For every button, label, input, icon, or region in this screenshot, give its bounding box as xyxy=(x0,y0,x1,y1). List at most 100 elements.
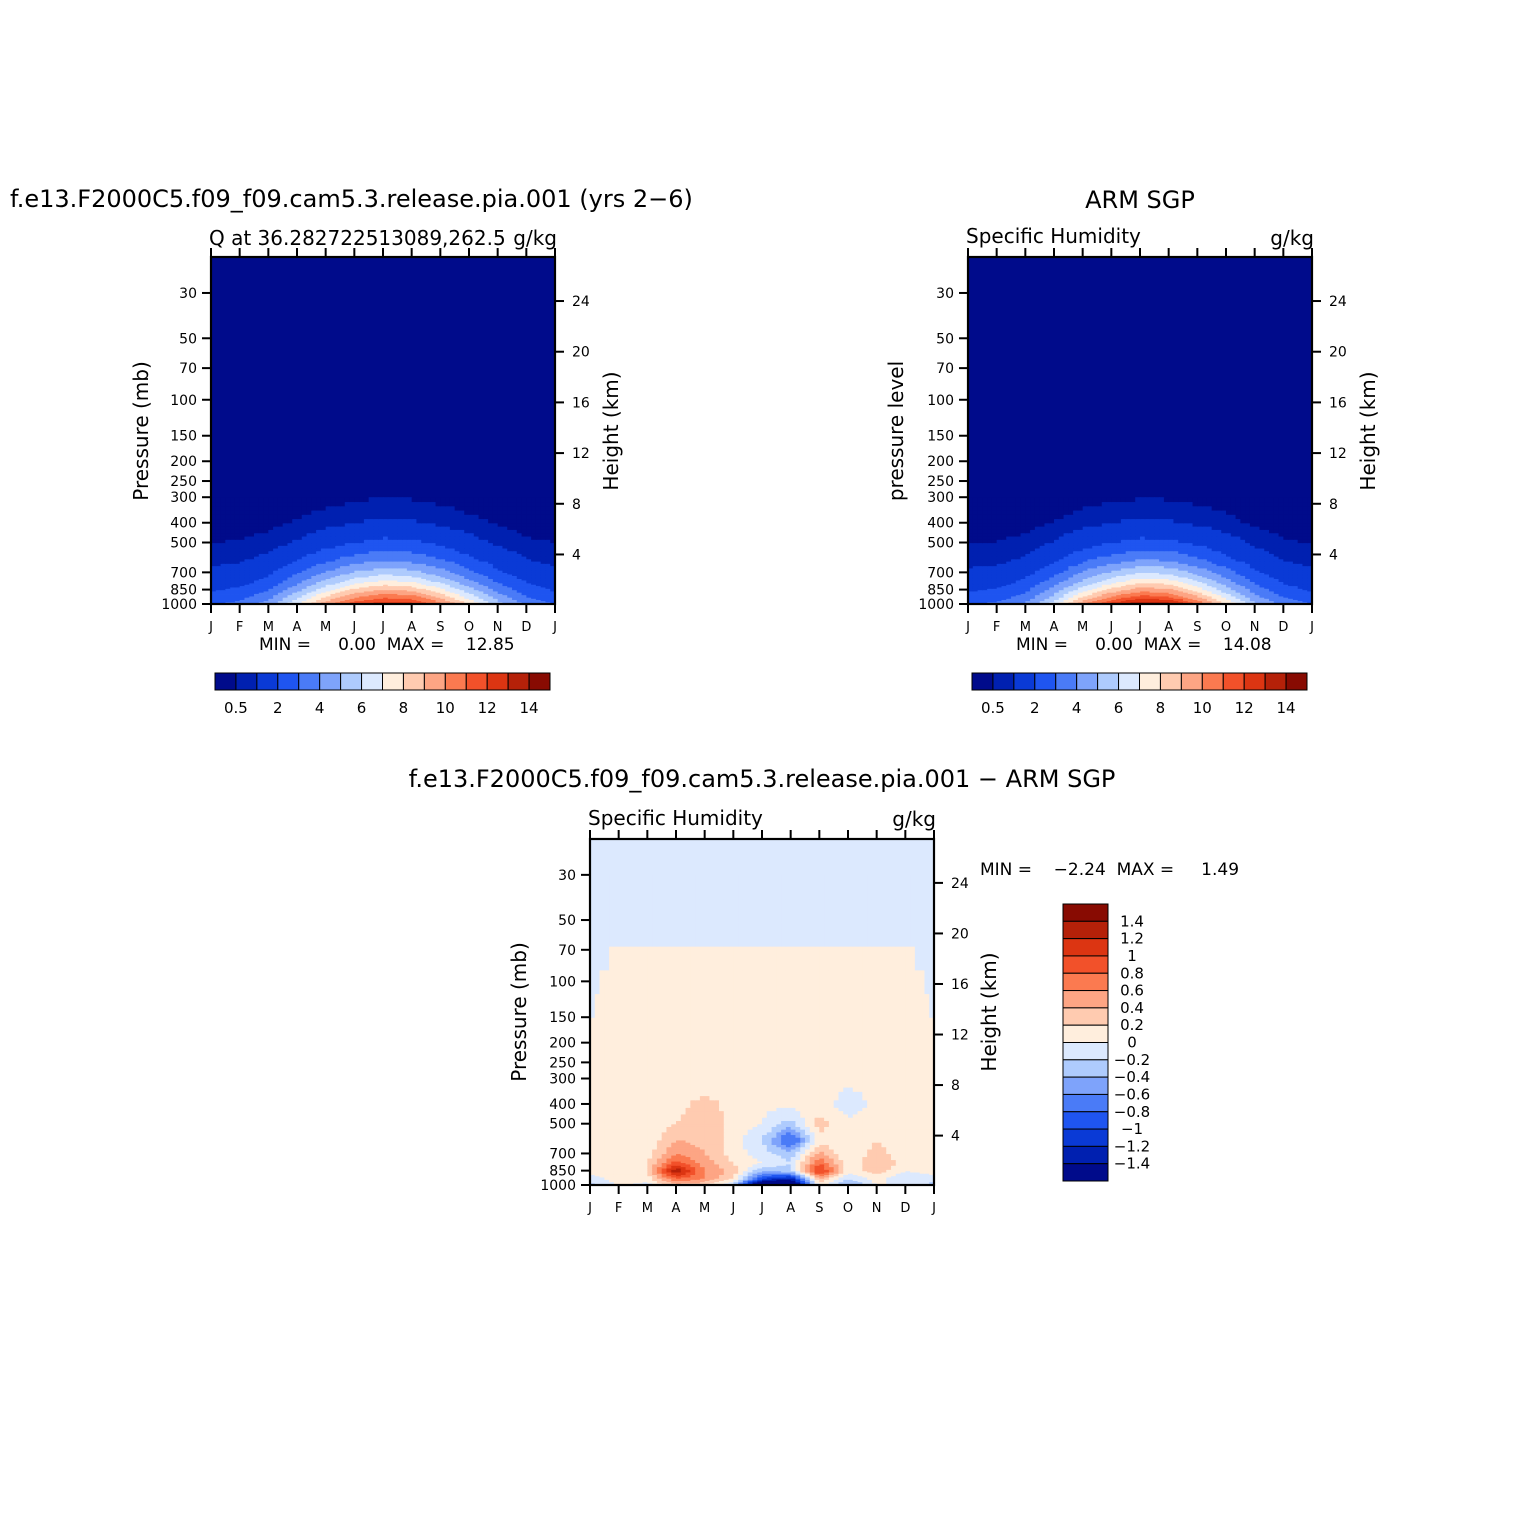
field-cell xyxy=(249,597,255,599)
field-cell xyxy=(430,594,437,597)
field-cell xyxy=(426,565,432,569)
field-cell xyxy=(1206,593,1213,596)
field-cell xyxy=(239,514,246,520)
field-cell xyxy=(1120,578,1127,581)
field-cell xyxy=(268,522,274,527)
field-cell xyxy=(1254,598,1261,600)
field-cell xyxy=(244,579,250,582)
field-cell xyxy=(535,565,542,569)
field-cell xyxy=(1226,578,1232,581)
field-cell xyxy=(316,547,322,552)
field-cell xyxy=(1235,598,1241,600)
field-cell xyxy=(344,555,351,560)
field-cell xyxy=(349,558,355,562)
field-cell xyxy=(426,589,432,592)
field-cell xyxy=(340,505,346,511)
field-cell xyxy=(1116,590,1122,593)
field-cell xyxy=(1163,594,1170,597)
field-cell xyxy=(1025,593,1031,596)
field-cell xyxy=(478,535,484,540)
field-cell xyxy=(335,595,341,598)
field-cell xyxy=(1087,598,1093,600)
field-cell xyxy=(1307,586,1312,589)
field-cell xyxy=(211,505,217,511)
field-cell xyxy=(383,582,389,585)
field-cell xyxy=(440,505,446,511)
field-cell xyxy=(211,594,217,597)
field-cell xyxy=(387,592,394,594)
field-cell xyxy=(473,578,480,581)
field-cell xyxy=(545,514,551,520)
field-cell xyxy=(1302,582,1308,585)
field-cell xyxy=(445,539,451,544)
field-cell xyxy=(402,553,408,557)
field-cell xyxy=(1001,594,1007,597)
field-cell xyxy=(1273,582,1280,585)
field-cell xyxy=(483,558,489,562)
field-cell xyxy=(311,522,317,527)
field-cell xyxy=(1183,594,1189,597)
field-cell xyxy=(316,501,322,507)
field-cell xyxy=(340,585,346,588)
field-cell xyxy=(1307,579,1312,582)
field-cell xyxy=(349,514,355,520)
field-cell xyxy=(483,514,489,520)
field-cell xyxy=(354,565,360,569)
field-cell xyxy=(488,560,494,564)
field-cell xyxy=(301,599,308,602)
field-cell xyxy=(230,550,236,554)
field-cell xyxy=(311,595,317,598)
field-cell xyxy=(249,594,255,597)
field-cell xyxy=(1092,597,1098,599)
field-cell xyxy=(306,600,312,603)
field-cell xyxy=(977,579,983,582)
field-cell xyxy=(325,509,332,515)
field-cell xyxy=(354,594,360,597)
field-cell xyxy=(1039,599,1046,602)
field-cell xyxy=(349,576,355,579)
field-cell xyxy=(363,514,370,520)
field-cell xyxy=(1144,588,1151,591)
field-cell xyxy=(287,572,293,575)
field-cell xyxy=(335,579,341,582)
field-cell xyxy=(968,597,974,599)
field-cell xyxy=(373,532,379,537)
field-cell xyxy=(254,576,260,579)
field-cell xyxy=(1202,592,1208,594)
field-cell xyxy=(445,535,451,540)
field-cell xyxy=(430,597,437,599)
field-cell xyxy=(273,601,279,604)
field-cell xyxy=(464,567,470,571)
field-cell xyxy=(982,589,988,592)
field-cell xyxy=(311,586,317,589)
field-cell xyxy=(497,601,504,604)
field-cell xyxy=(335,572,341,575)
field-cell xyxy=(1068,579,1074,582)
field-cell xyxy=(1068,595,1074,598)
field-cell xyxy=(215,505,222,511)
field-cell xyxy=(507,588,513,591)
field-cell xyxy=(426,567,432,571)
field-cell xyxy=(982,578,988,581)
field-cell xyxy=(349,594,355,597)
field-cell xyxy=(991,584,998,587)
field-cell xyxy=(363,599,370,602)
field-cell xyxy=(411,584,418,587)
field-cell xyxy=(402,572,408,575)
field-cell xyxy=(1097,582,1103,585)
field-cell xyxy=(521,526,527,530)
field-cell xyxy=(359,550,365,554)
field-cell xyxy=(497,522,504,527)
field-cell xyxy=(1245,600,1251,603)
field-cell xyxy=(268,555,274,560)
field-cell xyxy=(1216,600,1222,603)
field-cell xyxy=(1111,594,1117,597)
field-cell xyxy=(406,567,413,571)
field-cell xyxy=(1140,598,1146,600)
field-cell xyxy=(435,579,441,582)
field-cell xyxy=(416,497,422,503)
field-cell xyxy=(512,553,518,557)
field-cell xyxy=(320,545,327,549)
field-cell xyxy=(301,601,308,604)
field-cell xyxy=(325,532,332,537)
